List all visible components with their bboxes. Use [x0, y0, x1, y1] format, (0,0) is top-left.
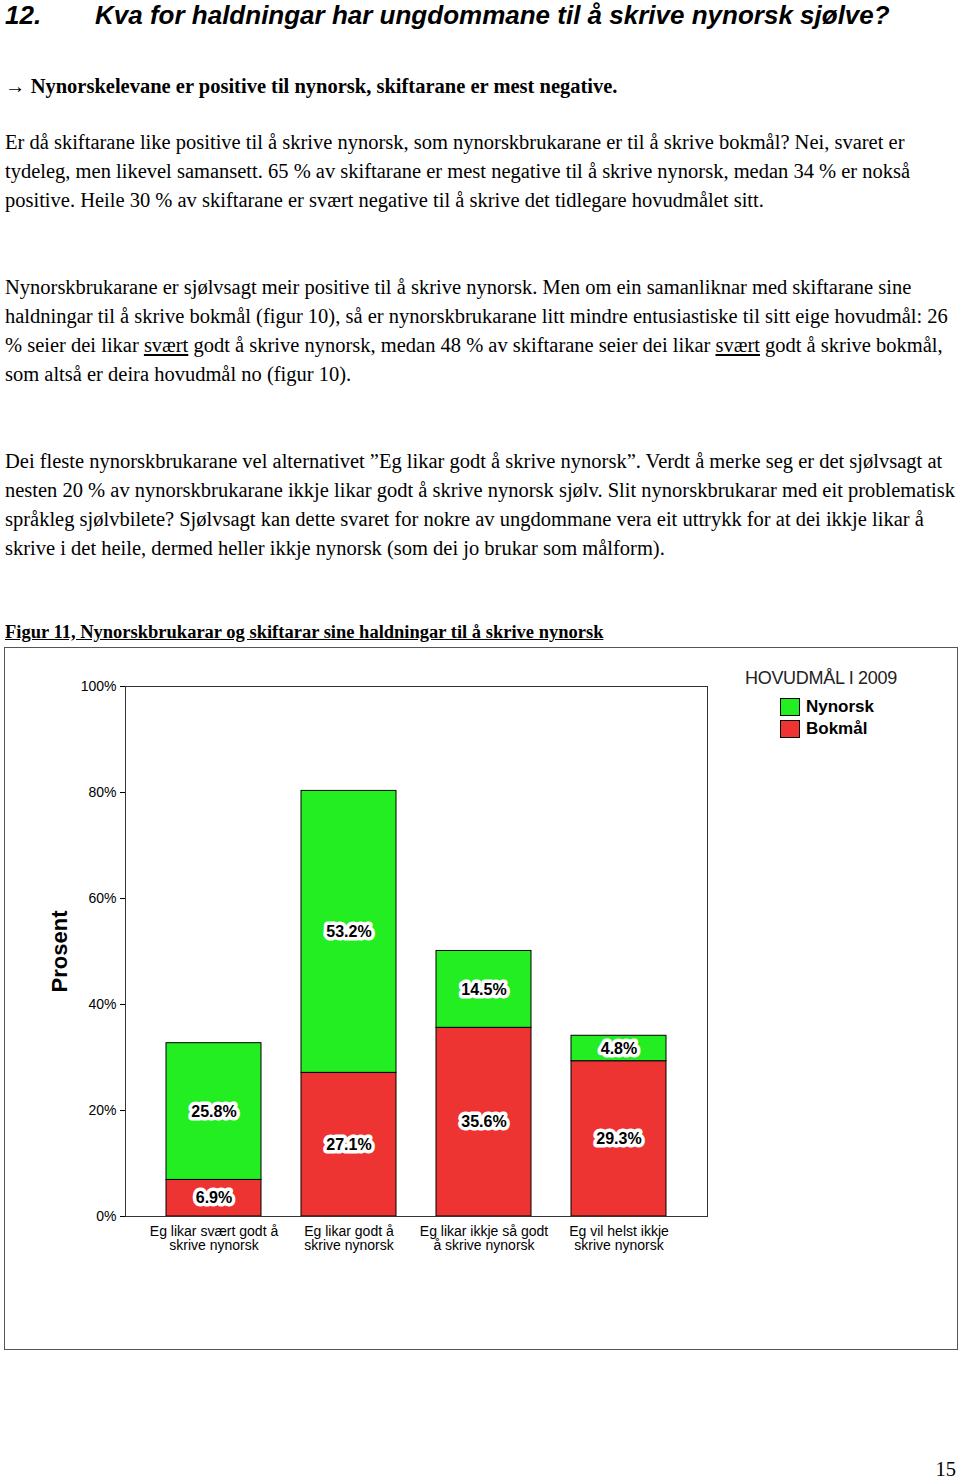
- html-text:Dei fleste nynorskbrukarane ve: Dei fleste nynorskbrukarane vel alternat…: [5, 450, 955, 559]
- svg-text:60%: 60%: [88, 890, 116, 906]
- html-text:Nynorsk: Nynorsk: [806, 697, 874, 716]
- svg-text:35.6%: 35.6%: [461, 1113, 506, 1130]
- svg-text:80%: 80%: [88, 784, 116, 800]
- html-text:12.: 12.: [5, 0, 42, 30]
- html-text:Er då skiftarane like positive: Er då skiftarane like positive til å skr…: [5, 131, 911, 211]
- svg-text:Eg likar godt åskrive nynorsk: Eg likar godt åskrive nynorsk: [304, 1223, 394, 1253]
- svg-text:4.8%: 4.8%: [601, 1040, 637, 1057]
- svg-text:6.9%: 6.9%: [196, 1189, 232, 1206]
- svg-text:Eg likar ikkje så godtå skrive: Eg likar ikkje så godtå skrive nynorsk: [420, 1223, 549, 1253]
- html-text:Nynorskbrukarane er sjølvsagt: Nynorskbrukarane er sjølvsagt meir posit…: [5, 276, 948, 385]
- svg-text:Eg vil helst ikkjeskrive nynor: Eg vil helst ikkjeskrive nynorsk: [569, 1223, 669, 1253]
- svg-text:27.1%: 27.1%: [326, 1136, 371, 1153]
- svg-text:20%: 20%: [88, 1102, 116, 1118]
- html-text:HOVUDMÅL I 2009: HOVUDMÅL I 2009: [745, 668, 897, 688]
- svg-text:Prosent: Prosent: [47, 910, 72, 993]
- svg-text:100%: 100%: [81, 678, 117, 694]
- svg-text:40%: 40%: [88, 996, 116, 1012]
- html-text:→ Nynorskelevane er positive t: → Nynorskelevane er positive til nynorsk…: [5, 75, 618, 97]
- svg-text:0%: 0%: [96, 1208, 116, 1224]
- html-text:Figur 11, Nynorskbrukarar og s: Figur 11, Nynorskbrukarar og skiftarar s…: [5, 622, 604, 642]
- html-text:Kva for haldningar har ungdomm: Kva for haldningar har ungdommane til å …: [95, 0, 890, 30]
- html-text:15: 15: [935, 1458, 956, 1480]
- svg-text:14.5%: 14.5%: [461, 981, 506, 998]
- html-text:Bokmål: Bokmål: [806, 719, 868, 738]
- svg-text:53.2%: 53.2%: [326, 923, 371, 940]
- svg-text:25.8%: 25.8%: [191, 1103, 236, 1120]
- svg-text:Eg likar svært godt åskrive ny: Eg likar svært godt åskrive nynorsk: [150, 1223, 279, 1253]
- svg-text:29.3%: 29.3%: [596, 1130, 641, 1147]
